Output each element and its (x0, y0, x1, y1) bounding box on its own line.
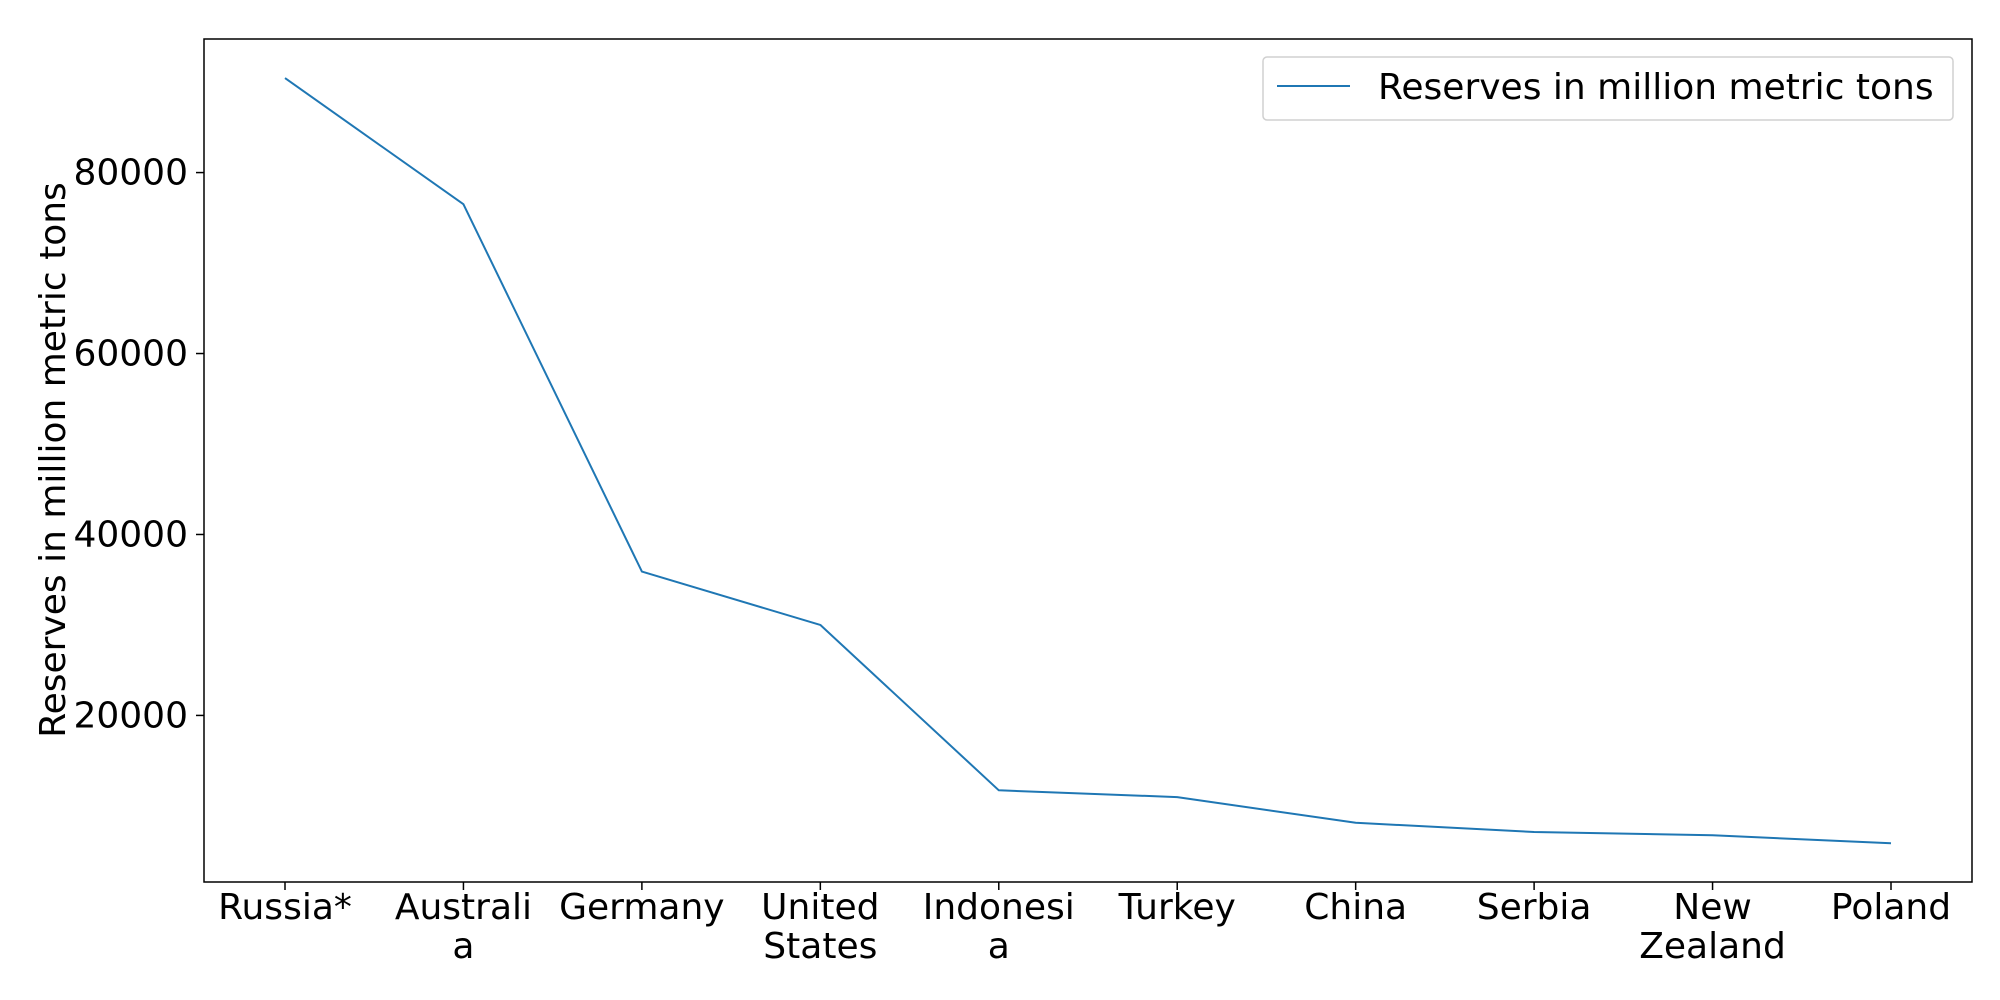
x-tick-label: a (452, 926, 474, 967)
x-tick-label: Serbia (1477, 887, 1592, 928)
x-tick-label: Zealand (1639, 926, 1786, 967)
legend: Reserves in million metric tons (1262, 56, 1954, 121)
legend-label: Reserves in million metric tons (1378, 67, 1934, 108)
x-tick-label: States (763, 926, 877, 967)
x-tick-label: Poland (1831, 887, 1951, 928)
x-tick-label: China (1304, 887, 1407, 928)
series-layer (284, 77, 1892, 845)
x-tick-label: Indonesi (923, 887, 1075, 928)
x-tick-label: Australi (395, 887, 532, 928)
x-tick-label: a (988, 926, 1010, 967)
y-tick-label: 60000 (73, 334, 188, 375)
legend-box (1262, 56, 1954, 121)
x-tick-label: Turkey (1118, 887, 1236, 928)
y-tick-label: 20000 (73, 695, 188, 736)
y-tick-label: 80000 (73, 153, 188, 194)
plot-area (203, 38, 1973, 883)
x-tick-label: United (761, 887, 879, 928)
x-tick-label: New (1673, 887, 1752, 928)
x-tick-label: Russia* (218, 887, 352, 928)
y-axis: 20000 40000 60000 80000 (73, 153, 204, 736)
series-line (284, 77, 1892, 845)
y-tick-label: 40000 (73, 514, 188, 555)
x-tick-label: Germany (559, 887, 724, 928)
y-axis-title: Reserves in million metric tons (33, 182, 74, 738)
